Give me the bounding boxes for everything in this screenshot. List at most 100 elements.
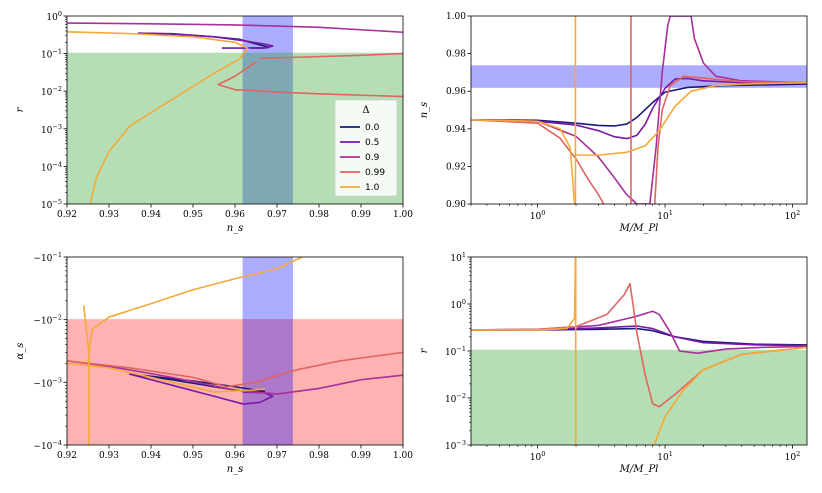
y-axis-label: r xyxy=(15,106,26,112)
y-tick-label: −10−1 xyxy=(33,251,62,264)
x-tick-label: 0.93 xyxy=(99,210,119,220)
y-tick-label-base: 10 xyxy=(41,201,53,211)
series-line-0-0 xyxy=(129,373,266,393)
series-line-0-99 xyxy=(471,282,807,408)
y-tick-label-exp: −3 xyxy=(52,123,62,131)
y-tick-label: 10−3 xyxy=(41,123,62,136)
legend-entry-label: 0.99 xyxy=(365,168,385,178)
y-tick-label: 0.92 xyxy=(446,162,466,172)
plot-area xyxy=(67,257,403,445)
y-tick-label-exp: −3 xyxy=(456,439,466,447)
series-line-0-9 xyxy=(67,360,403,395)
y-tick-label-base: −10 xyxy=(33,317,52,327)
x-tick-label: 0.94 xyxy=(141,451,161,461)
x-tick-label-base: 10 xyxy=(785,453,797,463)
x-tick-label: 101 xyxy=(657,450,673,463)
y-tick-label-exp: −5 xyxy=(52,198,62,206)
series-line-1-0-left xyxy=(471,257,577,331)
y-tick-label: 10−1 xyxy=(41,48,62,61)
y-tick-label: 0.90 xyxy=(446,200,466,210)
y-tick-label-exp: −1 xyxy=(456,345,466,353)
constraint-band-horizontal xyxy=(471,349,807,445)
series-line-0-9 xyxy=(67,22,403,34)
series-line-0-5 xyxy=(471,77,807,140)
x-tick-label: 102 xyxy=(785,450,801,463)
x-tick-label-base: 10 xyxy=(530,212,542,222)
x-tick-label: 100 xyxy=(530,209,546,222)
y-axis-label: α_s xyxy=(15,343,26,360)
y-tick-label-exp: −2 xyxy=(52,314,62,322)
x-tick-label: 102 xyxy=(785,209,801,222)
x-tick-label: 1.00 xyxy=(393,451,413,461)
x-tick-label-exp: 0 xyxy=(541,450,545,458)
y-axis-label: r xyxy=(419,347,430,353)
x-axis-label: n_s xyxy=(227,464,244,475)
x-tick-label-base: 10 xyxy=(785,212,797,222)
y-tick-label-base: −10 xyxy=(33,442,52,452)
y-tick-label: 0.98 xyxy=(446,50,466,60)
legend-entry-label: 1.0 xyxy=(365,183,380,193)
y-tick-label-base: −10 xyxy=(33,379,52,389)
x-tick-label: 0.98 xyxy=(309,210,329,220)
series-line-0-99 xyxy=(67,351,403,388)
y-tick-label-base: 10 xyxy=(46,13,58,23)
series-line-0-99-upper xyxy=(259,52,403,60)
y-tick-label: −10−2 xyxy=(33,314,62,327)
y-tick-label: 10−3 xyxy=(445,439,466,452)
x-axis-label: M/M_Pl xyxy=(619,464,659,475)
y-tick-label: 100 xyxy=(46,10,62,23)
y-tick-label-exp: 0 xyxy=(462,298,466,306)
y-axis-label: n_s xyxy=(419,102,430,119)
axes-frame xyxy=(470,15,808,205)
y-tick-label: 100 xyxy=(450,298,466,311)
series-line-1-0-lower xyxy=(88,257,303,354)
y-tick-label: 10−1 xyxy=(445,345,466,358)
y-tick-label: 10−4 xyxy=(41,160,62,173)
legend-entry-label: 0.9 xyxy=(365,153,380,163)
y-tick-label: 0.94 xyxy=(446,125,466,135)
x-tick-label: 0.97 xyxy=(267,210,287,220)
x-axis-label: n_s xyxy=(227,223,244,234)
x-tick-label-exp: 2 xyxy=(796,209,800,217)
x-tick-label-exp: 1 xyxy=(669,209,673,217)
x-tick-label-exp: 2 xyxy=(796,450,800,458)
series-line-0-0 xyxy=(471,83,807,127)
x-axis-label: M/M_Pl xyxy=(619,223,659,234)
y-tick-label-base: 10 xyxy=(41,88,53,98)
legend-title: Δ xyxy=(362,105,369,116)
x-tick-label-base: 10 xyxy=(657,453,669,463)
y-tick-label: −10−4 xyxy=(33,439,62,452)
legend-entry-label: 0.0 xyxy=(365,123,380,133)
x-tick-label-exp: 1 xyxy=(669,450,673,458)
y-tick-label-exp: −2 xyxy=(456,392,466,400)
y-tick-label: 0.96 xyxy=(446,87,466,97)
x-tick-label: 0.96 xyxy=(225,451,245,461)
series-line-1-0-right xyxy=(575,81,807,156)
y-tick-label: −10−3 xyxy=(33,376,62,389)
y-tick-label-exp: 1 xyxy=(462,251,466,259)
x-tick-label: 0.97 xyxy=(267,451,287,461)
x-tick-label: 0.96 xyxy=(225,210,245,220)
panel-ns-vs-r: 0.92 0.93 0.94 0.95 0.96 0.97 0.98 0.99 1.0010−5… xyxy=(15,10,413,234)
y-tick-label-base: 10 xyxy=(445,348,457,358)
x-tick-label: 0.98 xyxy=(309,451,329,461)
x-tick-label: 0.95 xyxy=(183,210,203,220)
y-tick-label-exp: −1 xyxy=(52,251,62,259)
series-line-0-5 xyxy=(137,32,274,49)
x-tick-label: 0.99 xyxy=(351,210,371,220)
y-tick-label-exp: −4 xyxy=(52,439,62,447)
y-tick-label-base: 10 xyxy=(41,163,53,173)
series-line-1-0-right xyxy=(653,346,807,445)
y-tick-label-exp: −2 xyxy=(52,85,62,93)
y-tick-label-base: 10 xyxy=(450,301,462,311)
legend: Δ 0.0 0.5 0.9 0.99 1.0 xyxy=(334,99,398,197)
x-tick-label: 100 xyxy=(530,450,546,463)
panel-mass-vs-ns: 100 101 1020.900.920.940.960.981.00M/M_Pln… xyxy=(419,12,808,234)
x-tick-label: 1.00 xyxy=(393,210,413,220)
plot-area xyxy=(471,257,807,445)
y-tick-label: 10−5 xyxy=(41,198,62,211)
series-line-0-9 xyxy=(471,16,807,204)
series-line-1-0 xyxy=(67,362,266,393)
series-line-0-9 xyxy=(471,310,807,354)
